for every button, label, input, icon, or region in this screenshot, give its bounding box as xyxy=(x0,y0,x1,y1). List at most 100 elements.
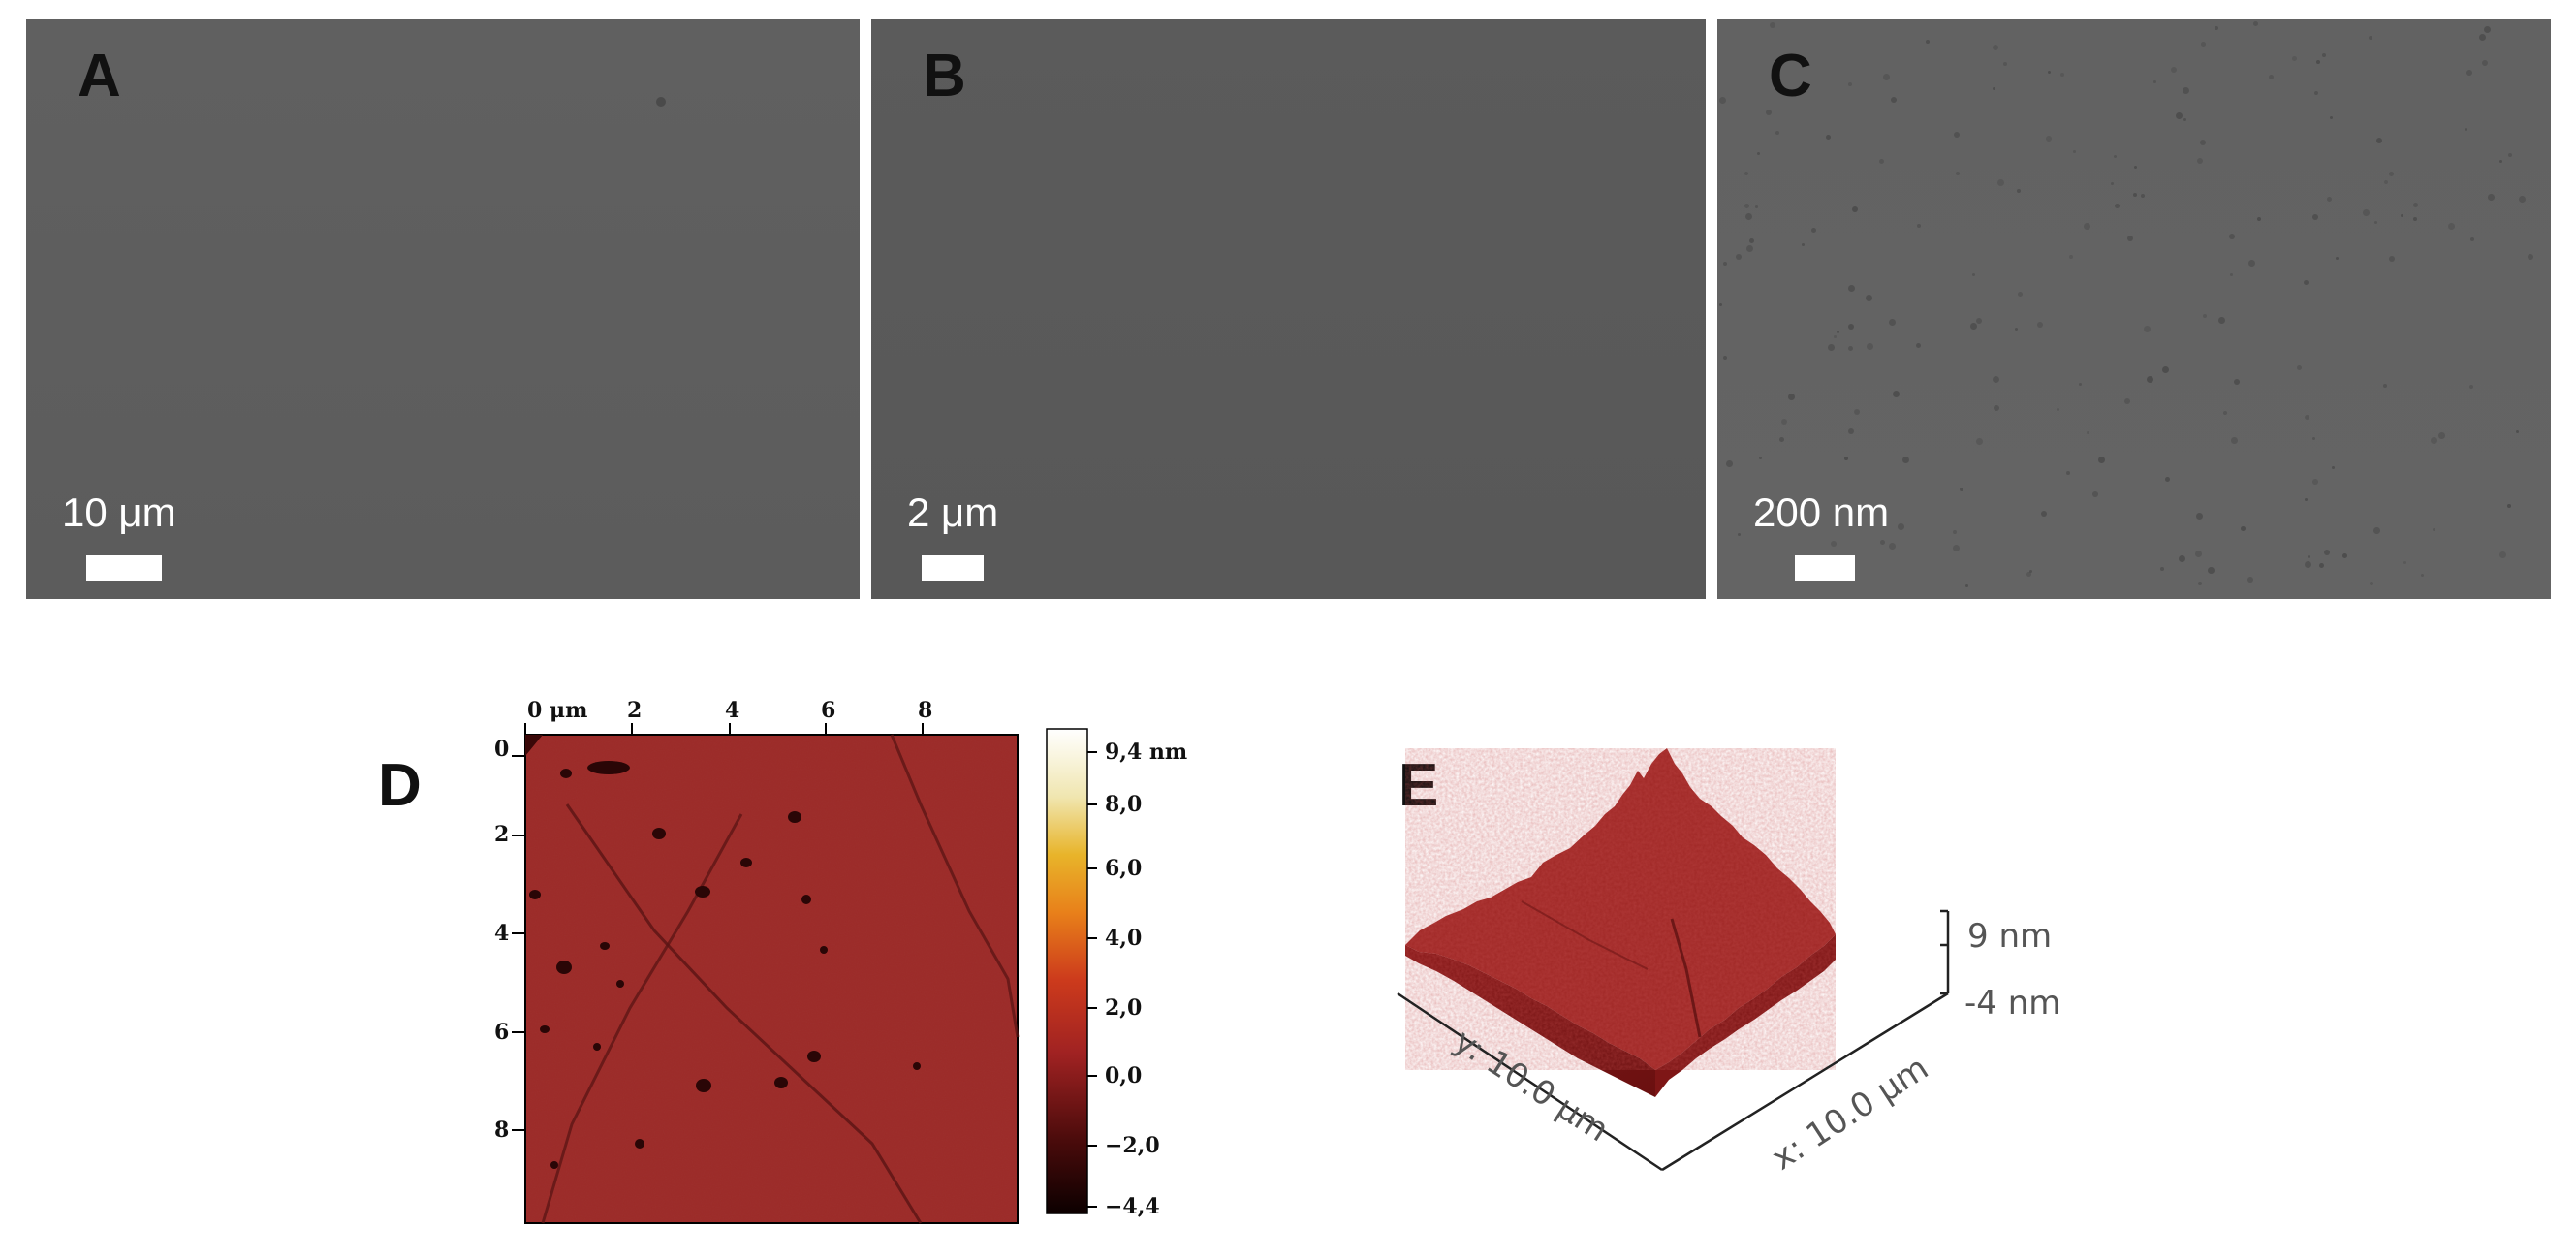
speckle-dot xyxy=(2484,26,2491,33)
z-min-label: -4 nm xyxy=(1964,984,2060,1023)
speckle-dot xyxy=(2305,561,2311,568)
speckle-dot xyxy=(1889,319,1896,326)
speckle-dot xyxy=(2176,112,2183,119)
colorbar-tick: 9,4 nm xyxy=(1105,740,1187,765)
speckle-dot xyxy=(2183,87,2189,94)
speckle-dot xyxy=(1848,346,1853,351)
speckle-dot xyxy=(2134,166,2137,169)
speckle-dot xyxy=(2332,466,2335,469)
speckle-dot xyxy=(2084,223,2090,230)
speckle-dot xyxy=(2369,36,2372,40)
speckle-dot xyxy=(1994,405,1999,411)
speckle-dot xyxy=(2499,160,2502,163)
speckle-dot xyxy=(1866,295,1872,301)
z-max-label: 9 nm xyxy=(1967,917,2052,956)
scratch-line xyxy=(541,813,743,1224)
speckle-dot xyxy=(2438,432,2445,439)
speckle-dot xyxy=(2507,504,2511,508)
speckle-dot xyxy=(2342,553,2347,558)
speckle-dot xyxy=(2305,415,2309,420)
speckle-dot xyxy=(1879,159,1884,164)
speckle-dot xyxy=(1848,82,1852,86)
speckle-dot xyxy=(2229,234,2235,239)
speckle-dot xyxy=(1746,245,1753,252)
speckle-dot xyxy=(2292,56,2297,61)
panel-label-b: B xyxy=(923,43,966,110)
x-tick: 8 xyxy=(918,698,932,723)
y-axis-ticks: 0 2 4 6 8 xyxy=(494,737,509,1143)
speckle-dot xyxy=(2183,118,2186,121)
speckle-dot xyxy=(2322,53,2326,57)
colorbar-tick: 6,0 xyxy=(1105,856,1142,881)
panel-label-a: A xyxy=(78,43,121,110)
speckle-dot xyxy=(2304,280,2309,285)
scratch-line xyxy=(1670,918,1702,1038)
x-tick: 0 μm xyxy=(527,698,587,723)
speckle-dot xyxy=(2037,322,2043,328)
speckle-dot xyxy=(1726,460,1733,467)
speckle-dot xyxy=(2305,498,2308,501)
speckle-dot xyxy=(2160,567,2164,571)
scale-label-b: 2 μm xyxy=(907,489,999,535)
speckle-dot xyxy=(2026,572,2031,577)
speckle-dot xyxy=(2312,479,2318,485)
speckle-dot xyxy=(2015,328,2018,331)
speckle-dot xyxy=(1880,540,1885,545)
surface-side-left xyxy=(1405,945,1655,1097)
colorbar-ticks: 9,4 nm 8,0 6,0 4,0 2,0 0,0 −2,0 −4,4 xyxy=(1105,740,1187,1219)
y-tick: 8 xyxy=(494,1118,509,1143)
speckle-dot xyxy=(1965,584,1968,587)
speckle-dot xyxy=(1867,343,1873,350)
speckle-dot xyxy=(2330,116,2333,119)
colorbar-tick: 2,0 xyxy=(1105,995,1142,1021)
speckle-dot xyxy=(2198,582,2202,585)
speckle-dot xyxy=(2087,431,2089,434)
speckle-dot xyxy=(1757,152,1760,155)
speckle-dot xyxy=(1960,488,1963,491)
speckle-dot xyxy=(2488,194,2495,201)
surface-defect xyxy=(656,97,666,107)
speckle-dot xyxy=(1993,45,1998,50)
speckle-dot xyxy=(1745,213,1752,220)
speckle-dot xyxy=(2003,62,2007,66)
speckle-dot xyxy=(1854,409,1860,415)
x-tick: 4 xyxy=(725,698,739,723)
speckle-dot xyxy=(2376,138,2382,143)
speckle-dot xyxy=(1736,254,1742,260)
speckle-dot xyxy=(1848,324,1854,330)
speckle-dot xyxy=(1828,344,1835,351)
speckle-dot xyxy=(2092,491,2098,497)
speckle-dot xyxy=(2312,437,2315,440)
speckle-dot xyxy=(1719,303,1722,306)
speckle-dot xyxy=(1893,391,1900,397)
speckle-dot xyxy=(2018,292,2023,297)
speckle-dot xyxy=(2046,136,2052,142)
speckle-dot xyxy=(2073,150,2076,153)
speckle-dot xyxy=(1970,323,1977,330)
speckle-dot xyxy=(2162,366,2169,373)
speckle-dot xyxy=(1917,224,1921,228)
speckle-dot xyxy=(2384,180,2388,184)
speckle-dot xyxy=(1954,132,1960,138)
speckle-dot xyxy=(2133,193,2137,197)
x-tick: 2 xyxy=(627,698,642,723)
speckle-dot xyxy=(2297,365,2302,370)
speckle-dot xyxy=(1749,238,1754,243)
speckle-dot xyxy=(2200,140,2206,145)
speckle-dot xyxy=(2316,60,2320,64)
speckle-dot xyxy=(2324,550,2330,555)
speckle-dot xyxy=(1826,135,1831,140)
speckle-dot xyxy=(1744,204,1749,208)
speckle-dot xyxy=(1802,243,1805,246)
speckle-dot xyxy=(2241,526,2246,531)
speckle-dot xyxy=(1837,331,1839,333)
speckle-dot xyxy=(2098,457,2105,463)
axes-frame xyxy=(1397,909,1950,1172)
speckle-dot xyxy=(1755,205,1758,208)
speckle-dot xyxy=(1766,110,1772,115)
speckle-dot xyxy=(2208,567,2215,574)
speckle-dot xyxy=(2466,70,2472,76)
speckle-dot xyxy=(2171,67,2177,73)
speckle-dot xyxy=(1956,172,1960,175)
speckle-dot xyxy=(2179,555,2185,562)
